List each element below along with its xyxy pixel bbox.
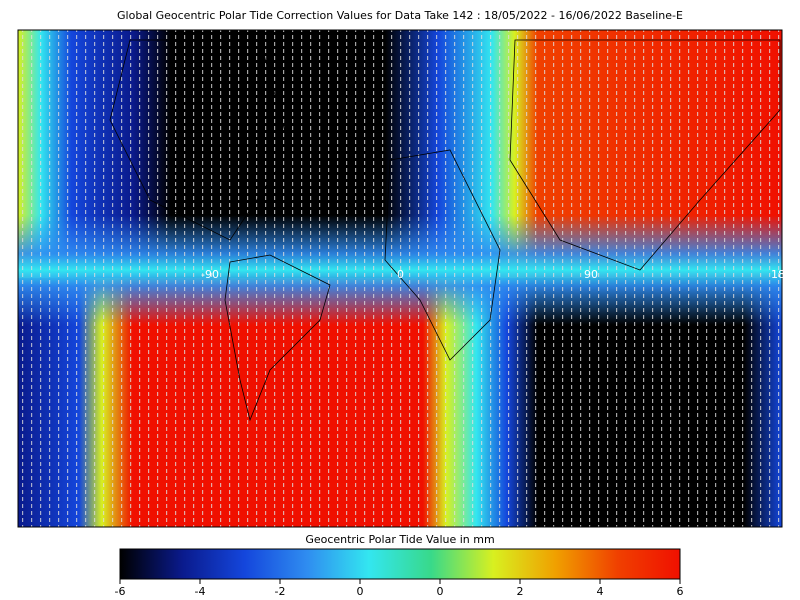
colorbar-tick-label: -2 <box>275 585 286 598</box>
colorbar-ticks: -6 -4 -2 0 0 2 4 6 <box>115 579 684 598</box>
colorbar-label: Geocentric Polar Tide Value in mm <box>305 533 494 546</box>
colorbar-tick-label: 6 <box>677 585 684 598</box>
colorbar-tick-label: 4 <box>597 585 604 598</box>
lon-labels: -90 0 90 180 <box>201 268 792 281</box>
lon-label: -90 <box>201 268 219 281</box>
lon-label: 180 <box>771 268 792 281</box>
title: Global Geocentric Polar Tide Correction … <box>117 9 683 22</box>
colorbar-tick-label: 0 <box>437 585 444 598</box>
colorbar-tick-label: -4 <box>195 585 206 598</box>
lon-label: 90 <box>584 268 598 281</box>
colorbar-tick-label: 2 <box>517 585 524 598</box>
colorbar-tick-label: 0 <box>357 585 364 598</box>
lon-label: 0 <box>397 268 404 281</box>
map <box>17 29 783 528</box>
colorbar-tick-label: -6 <box>115 585 126 598</box>
colorbar <box>119 548 681 580</box>
